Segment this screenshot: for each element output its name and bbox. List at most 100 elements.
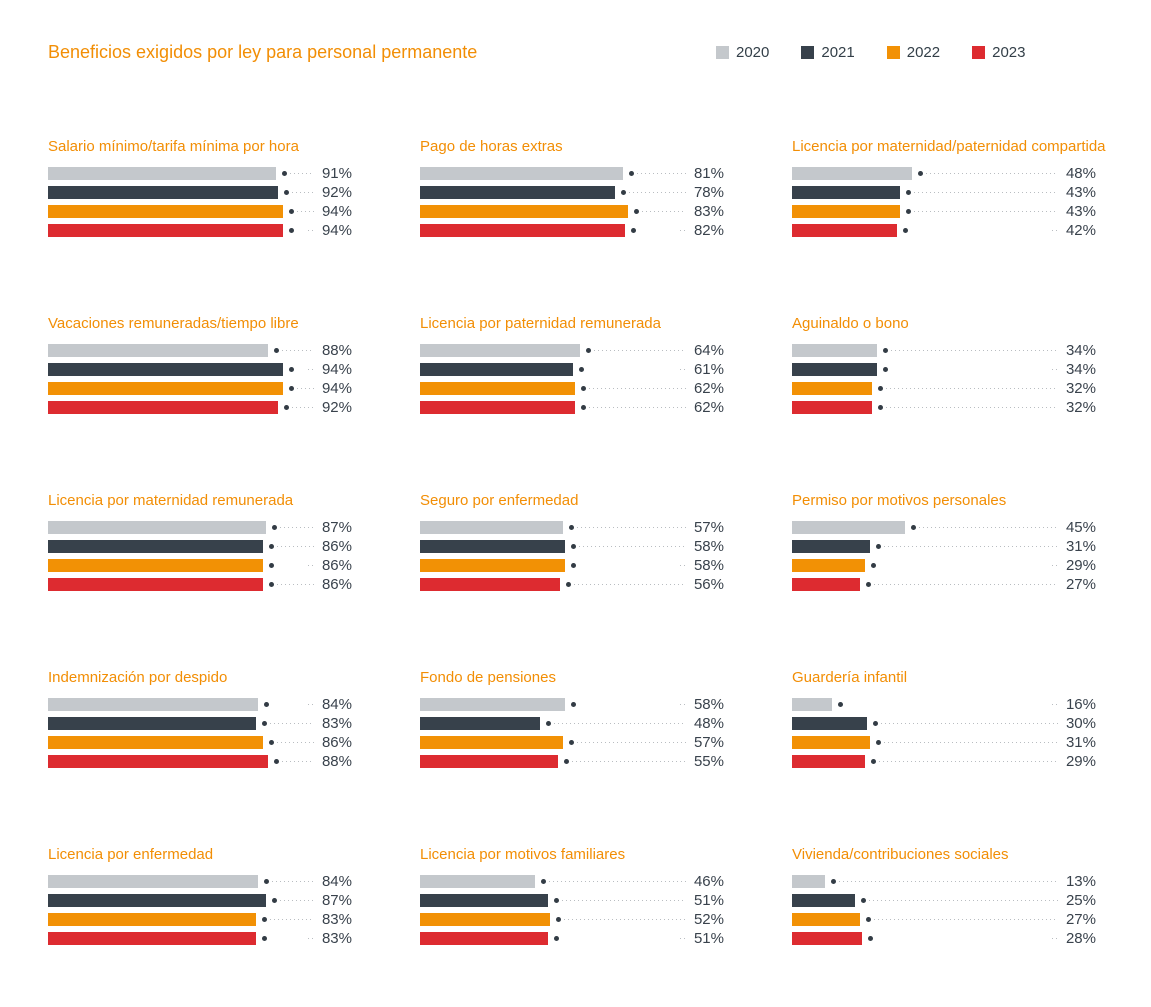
bar-2022	[420, 205, 628, 218]
chart-title: Permiso por motivos personales	[792, 492, 1007, 509]
leader-line	[289, 173, 314, 174]
leader-line	[641, 211, 686, 212]
leader-line	[891, 350, 1058, 351]
marker-dot-icon	[269, 563, 274, 568]
charts-grid: Salario mínimo/tarifa mínima por hora 91…	[48, 138, 1106, 948]
legend: 2020 2021 2022 2023	[716, 45, 1026, 60]
bar-2021	[420, 186, 615, 199]
value-label: 29%	[1065, 557, 1096, 574]
bar-2020	[792, 875, 825, 888]
value-label: 58%	[693, 557, 724, 574]
mini-chart-4: Vacaciones remuneradas/tiempo libre 88% 9…	[48, 315, 352, 417]
mini-chart-15: Vivienda/contribuciones sociales 13% 25% 2…	[792, 846, 1096, 948]
chart-bars: 45% 31% 29% 27%	[792, 518, 1096, 594]
value-label: 52%	[693, 911, 724, 928]
marker-dot-icon	[274, 759, 279, 764]
mini-chart-13: Licencia por enfermedad 84% 87% 83% 83%	[48, 846, 352, 948]
bar-row-2021: 31%	[792, 537, 1096, 556]
marker-dot-icon	[281, 171, 287, 176]
bar-2021	[48, 540, 263, 553]
leader-line	[636, 173, 686, 174]
bar-row-2020: 46%	[420, 872, 724, 891]
marker-dot-icon	[905, 190, 911, 195]
bar-2022	[792, 736, 870, 749]
value-label: 42%	[1065, 222, 1096, 239]
marker-dot-icon	[284, 405, 289, 410]
marker-dot-icon	[883, 367, 888, 372]
bar-2022	[48, 736, 263, 749]
marker-dot-icon	[289, 209, 294, 214]
bar-2021	[48, 894, 266, 907]
bar-2020	[48, 875, 258, 888]
value-label: 57%	[693, 519, 724, 536]
value-label: 92%	[321, 184, 352, 201]
marker-dot-icon	[581, 405, 586, 410]
marker-dot-icon	[269, 582, 274, 587]
value-label: 32%	[1065, 399, 1096, 416]
chart-bars: 57% 58% 58% 56%	[420, 518, 724, 594]
mini-chart-2: Pago de horas extras 81% 78% 83% 82%	[420, 138, 724, 240]
bar-2020	[420, 698, 565, 711]
chart-bars: 88% 94% 94% 92%	[48, 341, 352, 417]
legend-swatch-2023	[972, 46, 986, 59]
value-label: 27%	[1065, 576, 1096, 593]
bar-2022	[792, 913, 860, 926]
marker-dot-icon	[264, 702, 269, 707]
legend-label-2022: 2022	[906, 44, 941, 61]
marker-dot-icon	[546, 721, 551, 726]
bar-2022	[420, 736, 563, 749]
legend-item-2023: 2023	[972, 45, 1026, 60]
bar-row-2022: 94%	[48, 202, 352, 221]
bar-2021	[792, 540, 870, 553]
marker-dot-icon	[870, 563, 876, 568]
marker-dot-icon	[271, 898, 277, 903]
marker-dot-icon	[586, 348, 591, 353]
leader-line	[589, 388, 686, 389]
bar-row-2021: 30%	[792, 714, 1096, 733]
value-label: 84%	[321, 873, 352, 890]
bar-row-2020: 64%	[420, 341, 724, 360]
bar-2022	[420, 382, 575, 395]
bar-2023	[792, 578, 860, 591]
chart-title: Salario mínimo/tarifa mínima por hora	[48, 138, 299, 155]
chart-title: Indemnización por despido	[48, 669, 228, 686]
leader-line	[269, 723, 314, 724]
value-label: 34%	[1065, 361, 1096, 378]
bar-row-2020: 87%	[48, 518, 352, 537]
legend-item-2020: 2020	[716, 45, 769, 60]
bar-2023	[48, 932, 256, 945]
marker-dot-icon	[873, 721, 878, 726]
value-label: 78%	[693, 184, 724, 201]
marker-dot-icon	[868, 936, 873, 941]
bar-2022	[48, 382, 283, 395]
bar-row-2022: 52%	[420, 910, 724, 929]
mini-chart-14: Licencia por motivos familiares 46% 51% 52…	[420, 846, 724, 948]
leader-line	[886, 407, 1058, 408]
value-label: 94%	[321, 203, 352, 220]
bar-row-2021: 94%	[48, 360, 352, 379]
chart-bars: 48% 43% 43% 42%	[792, 164, 1096, 240]
leader-line	[277, 584, 314, 585]
bar-2022	[792, 559, 865, 572]
bar-2021	[420, 717, 540, 730]
leader-line	[1052, 369, 1058, 370]
leader-line	[561, 900, 686, 901]
leader-line	[883, 742, 1058, 743]
bar-row-2020: 57%	[420, 518, 724, 537]
mini-chart-9: Permiso por motivos personales 45% 31% 29%…	[792, 492, 1096, 594]
value-label: 86%	[321, 576, 352, 593]
leader-line	[576, 742, 686, 743]
value-label: 48%	[1065, 165, 1096, 182]
value-label: 27%	[1065, 911, 1096, 928]
leader-line	[629, 192, 686, 193]
value-label: 31%	[1065, 538, 1096, 555]
marker-dot-icon	[289, 386, 294, 391]
marker-dot-icon	[566, 582, 571, 587]
leader-line	[1052, 704, 1058, 705]
marker-dot-icon	[571, 563, 576, 568]
bar-2021	[48, 363, 283, 376]
bar-2020	[792, 167, 912, 180]
marker-dot-icon	[633, 209, 639, 214]
marker-dot-icon	[568, 740, 574, 745]
chart-bars: 84% 83% 86% 88%	[48, 695, 352, 771]
